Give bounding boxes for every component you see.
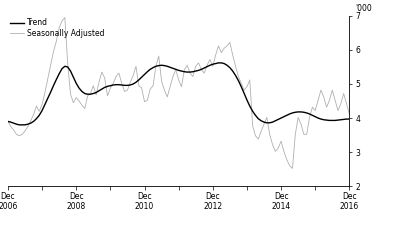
Legend: Trend, Seasonally Adjusted: Trend, Seasonally Adjusted [10, 17, 105, 38]
Text: '000: '000 [355, 4, 372, 13]
